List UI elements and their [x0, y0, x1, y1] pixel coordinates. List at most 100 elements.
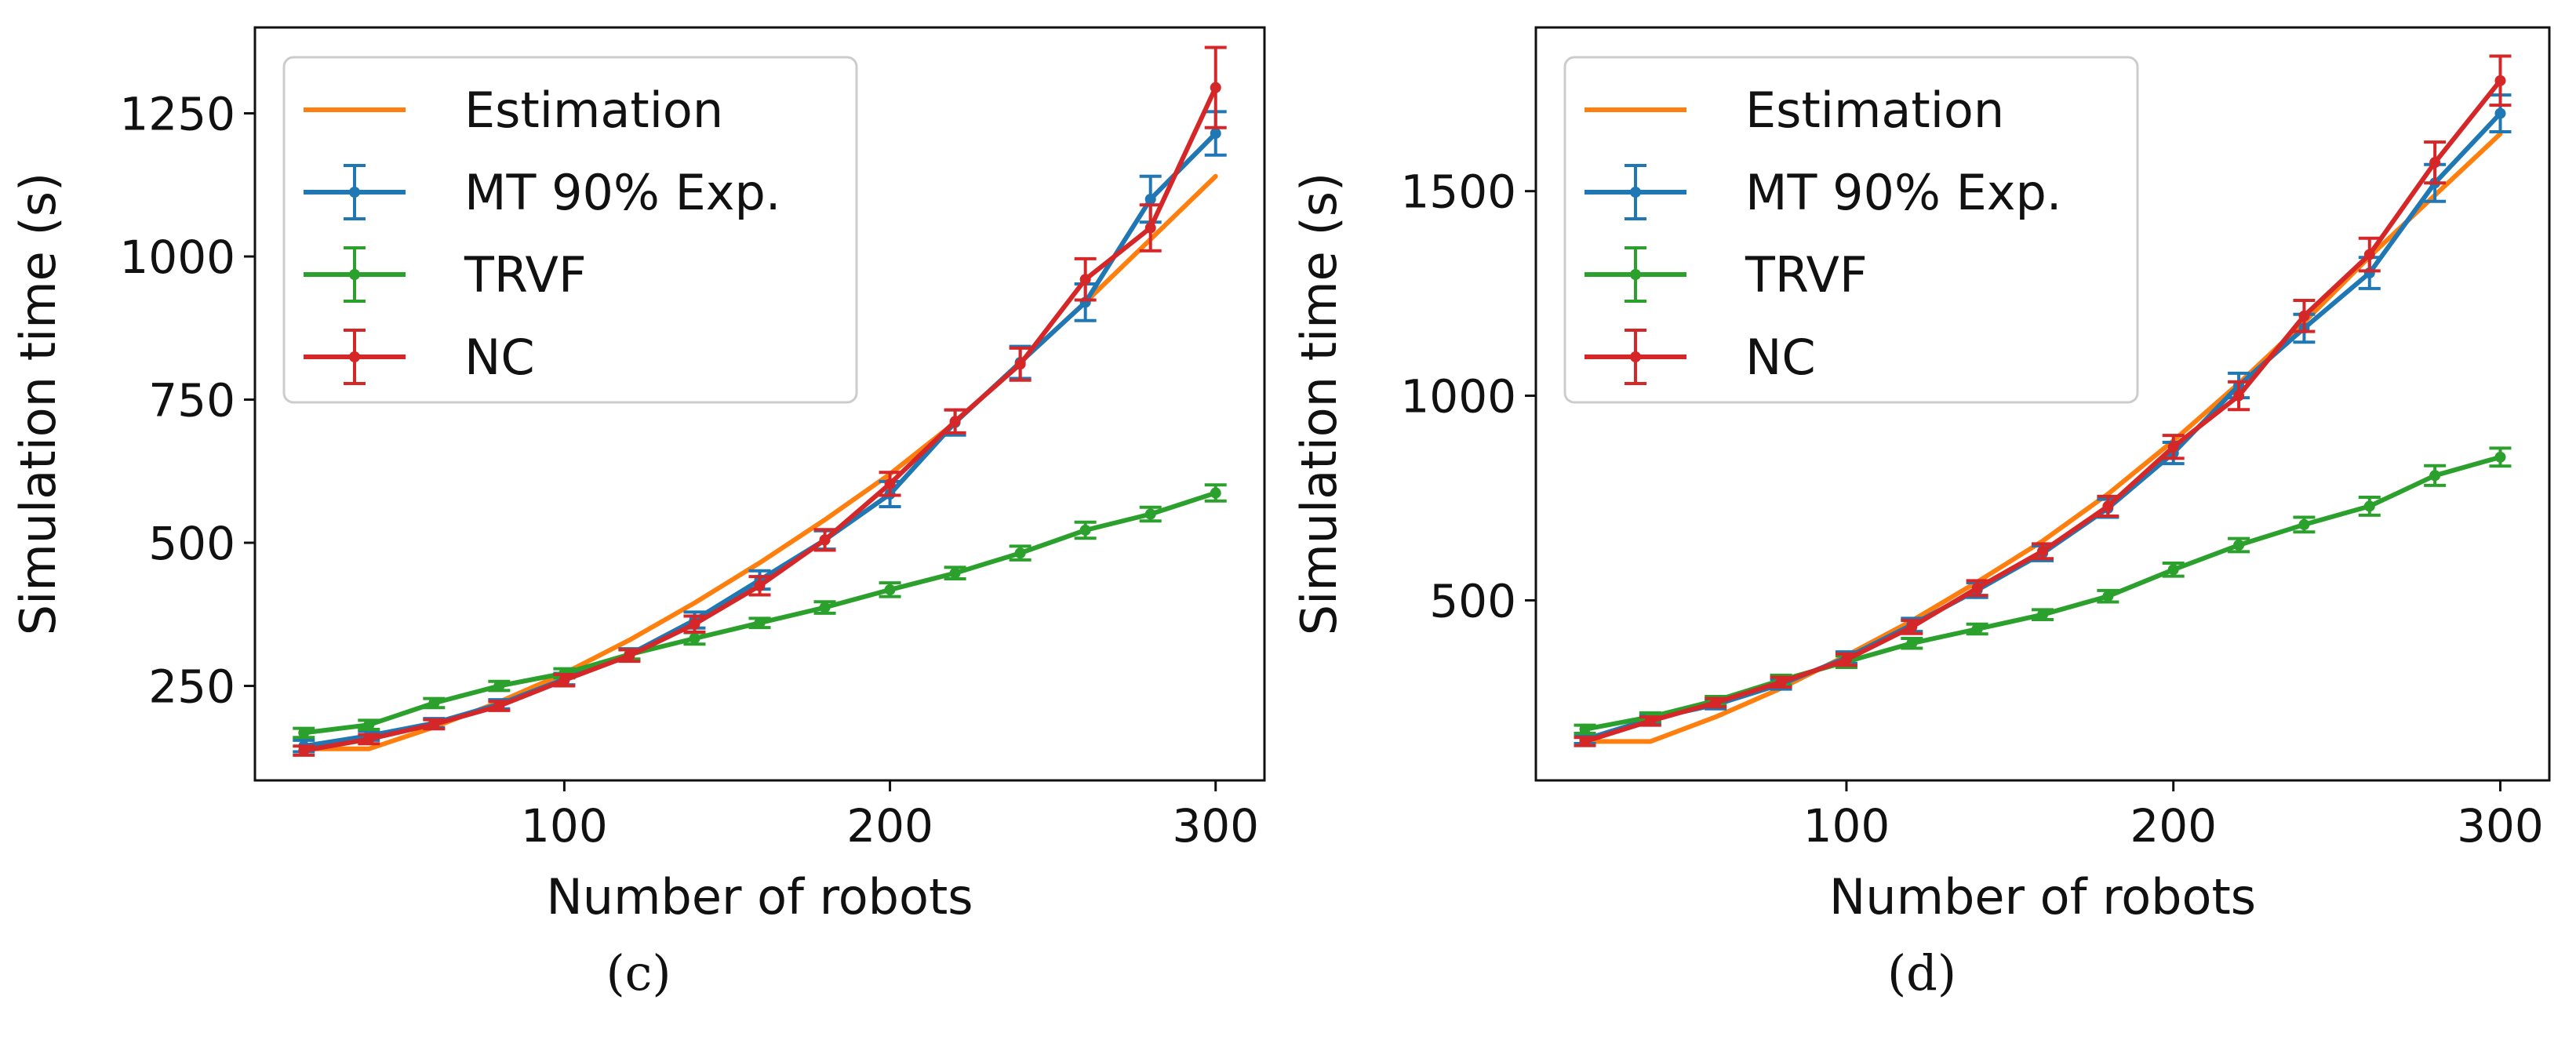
data-point [2429, 470, 2441, 482]
data-point [1079, 524, 1091, 536]
data-point [2102, 591, 2114, 602]
data-point [298, 745, 310, 757]
plot-frame [253, 26, 1266, 782]
data-point [363, 719, 375, 731]
data-point [1906, 638, 1918, 649]
data-point [689, 632, 700, 644]
data-point [2167, 441, 2179, 453]
plot-frame [1534, 26, 2551, 782]
data-point [298, 727, 310, 739]
legend-label: Estimation [464, 82, 723, 139]
data-point [1079, 274, 1091, 285]
data-point [2167, 564, 2179, 576]
legend-entry: MT 90% Exp. [1585, 164, 2062, 221]
legend-entry: TRVF [304, 246, 587, 304]
data-point [1014, 547, 1026, 559]
data-point [949, 567, 961, 579]
legend-entry: MT 90% Exp. [304, 164, 781, 221]
y-axis-label: Simulation time (s) [9, 173, 67, 635]
legend-label: TRVF [464, 246, 587, 304]
y-axis-label: Simulation time (s) [1290, 173, 1348, 635]
data-point [428, 718, 440, 730]
panel-caption: (d) [1887, 944, 1956, 1002]
data-point [2494, 75, 2506, 86]
data-point [1210, 82, 1221, 93]
data-point [2298, 310, 2310, 322]
x-tick-label: 300 [1172, 799, 1259, 853]
data-point [1710, 696, 1722, 708]
data-point [2233, 540, 2245, 551]
legend-marker [349, 269, 360, 280]
series-trvf [293, 483, 1227, 740]
y-tick-label: 1000 [119, 231, 235, 284]
legend-entry: NC [1585, 329, 1816, 386]
data-point [1579, 736, 1591, 747]
legend: Estimation MT 90% Exp. TRVF NC [1563, 56, 2139, 404]
data-point [2102, 500, 2114, 512]
data-point [754, 617, 766, 629]
data-point [1210, 487, 1221, 499]
data-point [1144, 194, 1156, 205]
data-point [1644, 715, 1656, 727]
y-tick-label: 1000 [1400, 370, 1516, 424]
series-line [1582, 131, 2503, 744]
data-point [884, 584, 896, 595]
data-point [2494, 451, 2506, 463]
x-axis-label: Number of robots [1829, 868, 2256, 925]
data-point [949, 416, 961, 427]
x-tick-label: 100 [1803, 799, 1890, 853]
data-point [2037, 609, 2048, 620]
y-tick-label: 250 [148, 660, 235, 714]
legend: Estimation MT 90% Exp. TRVF NC [282, 56, 858, 404]
legend-label: Estimation [1745, 82, 2004, 139]
data-point [558, 675, 570, 686]
y-tick-label: 500 [148, 517, 235, 570]
data-point [1144, 222, 1156, 234]
legend-box [282, 56, 858, 404]
data-point [1775, 676, 1787, 688]
legend-entry: Estimation [304, 82, 723, 139]
legend-marker [1630, 351, 1641, 362]
legend-box [1563, 56, 2139, 404]
series-trvf [1574, 446, 2512, 735]
series-nc [293, 45, 1227, 757]
data-point [2363, 500, 2375, 512]
data-point [2494, 107, 2506, 119]
legend-marker [349, 351, 360, 362]
data-point [2037, 545, 2048, 557]
data-point [1971, 582, 1983, 594]
legend-entry: TRVF [1585, 246, 1868, 304]
series-estimation [1582, 131, 2503, 744]
y-tick-label: 1250 [119, 88, 235, 141]
series-line [301, 490, 1218, 736]
legend-label: TRVF [1745, 246, 1868, 304]
plot-area [1574, 54, 2512, 747]
data-point [819, 534, 831, 546]
legend-marker [1630, 269, 1641, 280]
data-point [2233, 390, 2245, 402]
legend-label: MT 90% Exp. [1745, 164, 2062, 221]
panel-caption: (c) [606, 944, 671, 1002]
legend-marker [1630, 187, 1641, 198]
legend-entry: Estimation [1585, 82, 2004, 139]
legend-marker [349, 187, 360, 198]
data-point [754, 580, 766, 591]
chart-panel-0: 100 200 300 250 500 750 1000 1250 Number of robo… [9, 26, 1266, 1002]
data-point [689, 618, 700, 630]
y-tick-label: 1500 [1400, 165, 1516, 219]
data-point [493, 700, 505, 712]
data-point [1210, 128, 1221, 140]
x-tick-label: 300 [2457, 799, 2544, 853]
data-point [493, 680, 505, 692]
data-point [1579, 723, 1591, 735]
x-tick-label: 200 [2130, 799, 2217, 853]
data-point [2363, 249, 2375, 260]
data-point [1014, 358, 1026, 370]
y-tick-label: 750 [148, 374, 235, 427]
plot-area [293, 45, 1227, 757]
data-point [1971, 623, 1983, 635]
data-point [428, 697, 440, 709]
data-point [363, 733, 375, 745]
legend-entry: NC [304, 329, 535, 386]
data-point [624, 649, 635, 661]
